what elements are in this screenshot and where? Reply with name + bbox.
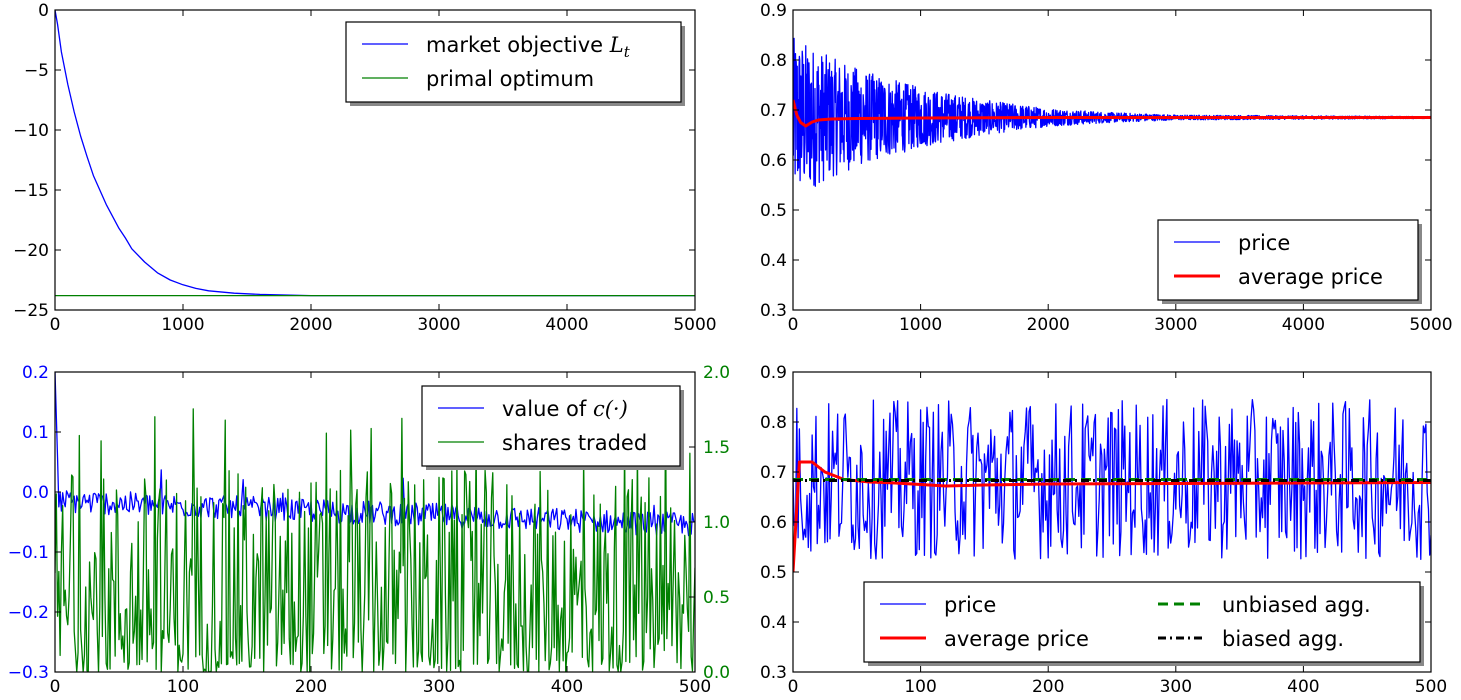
plot-area	[793, 398, 1431, 573]
legend-label: shares traded	[502, 431, 647, 455]
y-tick-label: 0.3	[760, 663, 787, 683]
x-tick-label: 3000	[1154, 315, 1197, 335]
x-tick-label: 400	[551, 677, 583, 697]
x-tick-label: 300	[1160, 677, 1192, 697]
y-tick-label: 0.7	[760, 463, 787, 483]
legend-label: price	[944, 593, 996, 617]
y-tick-label: 0.7	[760, 101, 787, 121]
plot-area	[55, 372, 695, 672]
y-tick-label-right: 0.0	[703, 663, 730, 683]
y-tick-label: 0.6	[760, 513, 787, 533]
legend-label: primal optimum	[426, 67, 594, 91]
y-tick-label: 0.8	[760, 413, 787, 433]
series-line-price	[793, 37, 1431, 187]
x-tick-label: 2000	[289, 315, 332, 335]
price-long-panel: 0 1000 2000 3000 4000 5000 0.3 0.4 0.5 0.6 0.7 0.8 0…	[760, 1, 1453, 335]
legend-box	[421, 385, 681, 467]
y-tick-label: 0.5	[760, 201, 787, 221]
x-tick-label: 0	[788, 315, 799, 335]
x-tick-label: 3000	[417, 315, 460, 335]
y-tick-label-right: 1.5	[703, 438, 730, 458]
legend-label: biased agg.	[1222, 627, 1344, 651]
y-tick-label: −15	[13, 181, 49, 201]
legend: market objective Lt primal optimum	[345, 21, 685, 106]
series-line-average-price	[793, 460, 1431, 573]
y-tick-label: 0.8	[760, 51, 787, 71]
series-line-value-of-c-	[55, 372, 695, 537]
y-tick-label: 0.0	[22, 483, 49, 503]
y-tick-label-right: 2.0	[703, 363, 730, 383]
legend-label: unbiased agg.	[1222, 593, 1371, 617]
price-short-panel: 0 100 200 300 400 500 0.3 0.4 0.5 0.6 0.7 0.8 0.9 pri…	[760, 363, 1447, 697]
x-tick-label: 400	[1287, 677, 1319, 697]
x-tick-label: 500	[679, 677, 711, 697]
axes-frame	[54, 9, 696, 311]
y-tick-label: 0.9	[760, 1, 787, 21]
y-tick-label-right: 1.0	[703, 513, 730, 533]
y-tick-label: 0.3	[760, 301, 787, 321]
x-tick-label: 100	[167, 677, 199, 697]
legend-label: average price	[944, 627, 1089, 651]
cost-shares-panel: 0 100 200 300 400 500 0.2 0.1 0.0 −0.1 −0.2 −0.3 2.0…	[8, 363, 730, 697]
y-tick-label: −10	[13, 121, 49, 141]
y-tick-label: −25	[13, 301, 49, 321]
y-tick-label: 0	[38, 1, 49, 21]
legend-box	[863, 581, 1421, 663]
y-tick-label: −5	[24, 61, 49, 81]
x-tick-label: 1000	[899, 315, 942, 335]
x-tick-label: 5000	[1409, 315, 1452, 335]
x-tick-label: 200	[295, 677, 327, 697]
y-tick-label: 0.2	[22, 363, 49, 383]
legend-label: value of c(·)	[502, 397, 628, 421]
y-tick-label: 0.4	[760, 251, 787, 271]
legend-box	[345, 21, 682, 103]
x-tick-label: 0	[788, 677, 799, 697]
series-line-average-price	[793, 99, 1431, 128]
x-tick-label: 4000	[1282, 315, 1325, 335]
x-tick-label: 200	[1032, 677, 1064, 697]
x-tick-label: 100	[904, 677, 936, 697]
y-tick-label-right: 0.5	[703, 588, 730, 608]
y-tick-label: 0.4	[760, 613, 787, 633]
legend: price average price unbiased agg. biased ag…	[863, 581, 1424, 666]
x-tick-label: 2000	[1027, 315, 1070, 335]
legend: price average price	[1157, 219, 1422, 304]
x-tick-label: 0	[50, 677, 61, 697]
x-tick-label: 4000	[545, 315, 588, 335]
series-line-shares-traded	[55, 405, 695, 672]
x-tick-label: 1000	[161, 315, 204, 335]
legend: value of c(·) shares traded	[421, 385, 684, 470]
x-tick-label: 5000	[673, 315, 716, 335]
x-tick-label: 0	[50, 315, 61, 335]
legend-label: average price	[1238, 265, 1383, 289]
legend-label: price	[1238, 231, 1290, 255]
x-tick-label: 300	[423, 677, 455, 697]
y-tick-label: −0.1	[8, 543, 49, 563]
objective-panel: 0 1000 2000 3000 4000 5000 0 −5 −10 −15 −20 −25 mark…	[13, 1, 717, 335]
y-tick-label: −20	[13, 241, 49, 261]
y-tick-label: 0.9	[760, 363, 787, 383]
x-tick-label: 500	[1415, 677, 1447, 697]
y-tick-label: 0.1	[22, 423, 49, 443]
legend-label: market objective Lt	[426, 33, 631, 61]
legend-box	[1157, 219, 1419, 301]
plot-area	[55, 10, 695, 297]
y-tick-label: 0.5	[760, 563, 787, 583]
y-tick-label: −0.2	[8, 603, 49, 623]
y-tick-label: −0.3	[8, 663, 49, 683]
plot-area	[793, 37, 1431, 187]
y-tick-label: 0.6	[760, 151, 787, 171]
series-line-price	[793, 398, 1431, 561]
